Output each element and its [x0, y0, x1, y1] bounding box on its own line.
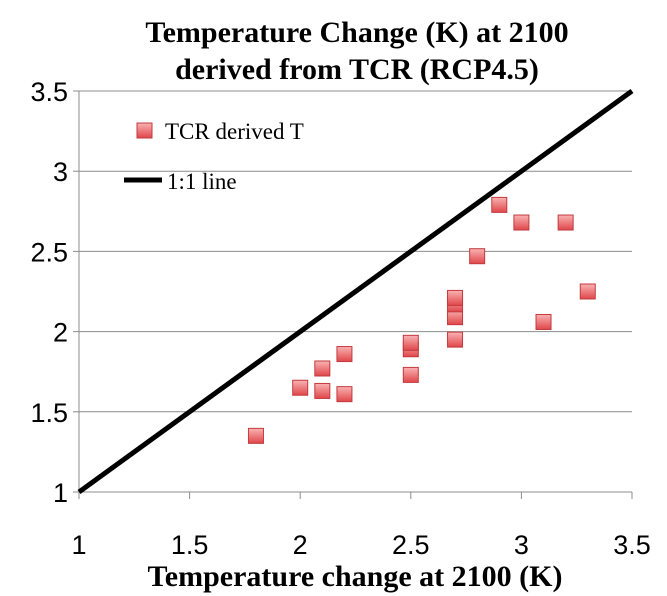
x-tick-label-3.5: 3.5	[613, 530, 651, 560]
x-tick-label-2: 2	[293, 530, 308, 560]
data-point-8	[402, 334, 419, 351]
grid-lines	[79, 90, 632, 413]
y-tick-label-1: 1	[53, 478, 68, 508]
x-tick-label-2.5: 2.5	[392, 530, 430, 560]
data-point-13	[469, 248, 486, 265]
chart-title-line-2: derived from TCR (RCP4.5)	[175, 53, 539, 86]
data-point-3	[314, 360, 331, 377]
data-points	[247, 196, 596, 444]
data-point-12	[447, 289, 464, 306]
x-tick-label-1: 1	[71, 530, 86, 560]
y-tick-label-1.5: 1.5	[30, 398, 68, 428]
legend-label-one-to-one: 1:1 line	[167, 169, 237, 194]
y-tick-labels: 1 1.5 2 2.5 3 3.5	[30, 77, 68, 508]
data-point-17	[557, 214, 574, 231]
data-point-9	[447, 331, 464, 348]
x-tick-label-1.5: 1.5	[171, 530, 209, 560]
legend: TCR derived T 1:1 line	[124, 119, 304, 194]
x-tick-label-3: 3	[514, 530, 529, 560]
data-point-14	[491, 196, 508, 213]
data-point-6	[402, 366, 419, 383]
chart-title-line-1: Temperature Change (K) at 2100	[145, 16, 568, 49]
one-to-one-line-path	[77, 88, 634, 495]
data-point-18	[579, 283, 596, 300]
x-axis-label: Temperature change at 2100 (K)	[148, 560, 563, 593]
data-point-1	[292, 379, 309, 396]
data-point-2	[314, 382, 331, 399]
y-tick-label-2: 2	[53, 318, 68, 348]
legend-label-tcr-derived: TCR derived T	[165, 119, 304, 144]
legend-marker-tcr-derived	[136, 122, 153, 139]
data-point-15	[513, 214, 530, 231]
data-point-5	[336, 346, 353, 363]
y-tick-label-3.5: 3.5	[30, 77, 68, 107]
y-tick-label-3: 3	[53, 157, 68, 187]
y-tick-label-2.5: 2.5	[30, 237, 68, 267]
data-point-16	[535, 313, 552, 330]
data-point-4	[336, 386, 353, 403]
one-to-one-line	[77, 88, 634, 495]
data-point-0	[247, 427, 264, 444]
axes	[73, 90, 633, 499]
x-tick-labels: 1 1.5 2 2.5 3 3.5	[71, 530, 650, 560]
